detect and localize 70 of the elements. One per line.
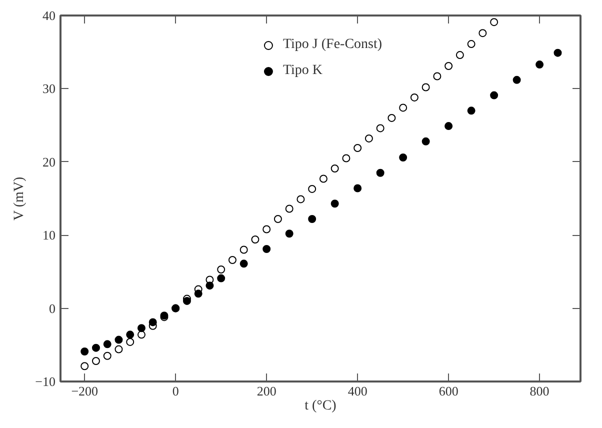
point [92, 357, 100, 365]
x-tick-label: 600 [438, 384, 458, 398]
point [319, 174, 328, 183]
point [376, 124, 384, 132]
point [433, 72, 442, 80]
point [80, 347, 89, 356]
point [217, 274, 226, 282]
legend-label: Tipo J (Fe-Const) [282, 37, 382, 53]
point [444, 122, 453, 130]
point [490, 91, 498, 100]
point [137, 330, 146, 339]
point [354, 144, 362, 152]
point [490, 18, 498, 26]
point [376, 168, 384, 177]
point [217, 266, 226, 274]
y-tick-label: 10 [42, 228, 56, 243]
point [262, 225, 271, 234]
point [240, 246, 248, 254]
point [388, 114, 396, 122]
point [554, 48, 562, 57]
point [399, 104, 408, 112]
point [262, 245, 271, 253]
point [296, 195, 305, 204]
point [330, 200, 339, 208]
point [364, 134, 373, 142]
point [251, 236, 260, 244]
point [126, 330, 134, 339]
point [456, 51, 464, 60]
point [512, 76, 521, 84]
x-tick-label: 200 [256, 384, 276, 398]
point [308, 215, 316, 223]
point [206, 276, 214, 284]
point [228, 256, 236, 264]
y-tick-label: 30 [42, 81, 56, 96]
y-tick-label: 0 [49, 300, 56, 316]
y-tick-label: −10 [35, 374, 56, 389]
x-tick-label: 0 [172, 384, 179, 398]
point [103, 340, 112, 348]
point [330, 164, 339, 172]
point [240, 260, 248, 268]
point [399, 154, 408, 162]
y-axis-title: V (mV) [12, 176, 28, 220]
y-tick-label: 20 [42, 154, 56, 170]
x-axis-title: t (°C) [304, 398, 337, 414]
point [422, 137, 430, 146]
point [126, 338, 134, 346]
point [80, 362, 89, 370]
point [342, 154, 350, 162]
point [444, 62, 453, 70]
point [285, 230, 294, 238]
x-tick-label: 400 [348, 384, 368, 398]
x-tick-label: −200 [71, 384, 98, 398]
point [467, 106, 476, 115]
point [354, 184, 362, 192]
x-tick-label: 800 [530, 384, 550, 398]
y-tick-label: 40 [42, 8, 56, 23]
point [274, 215, 282, 223]
point [467, 40, 476, 48]
point [478, 29, 487, 38]
point [92, 344, 100, 352]
point [114, 345, 123, 354]
point [410, 93, 418, 102]
point [103, 352, 112, 360]
point [285, 204, 294, 213]
point [536, 60, 544, 69]
legend-label: Tipo K [282, 63, 323, 79]
point [308, 184, 316, 193]
point [422, 83, 430, 92]
point [114, 336, 123, 344]
point [137, 324, 146, 332]
